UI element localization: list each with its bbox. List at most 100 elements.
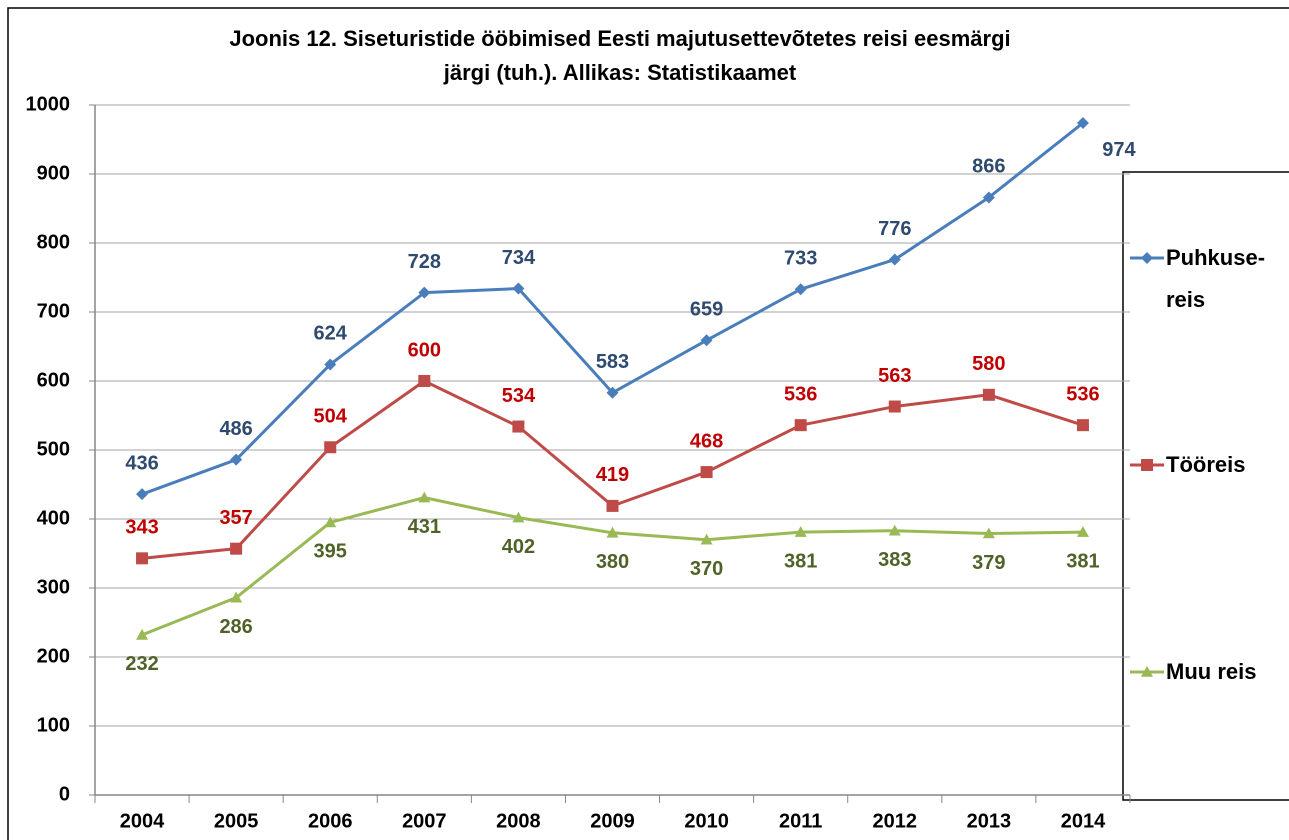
legend-swatch [1130, 666, 1164, 677]
marker [324, 358, 337, 371]
data-label: 383 [878, 549, 911, 571]
y-tick-label: 200 [37, 645, 70, 667]
marker [1076, 526, 1089, 537]
marker [606, 499, 619, 512]
x-tick-label: 2006 [308, 810, 353, 832]
x-tick-label: 2014 [1061, 810, 1106, 832]
marker [1076, 419, 1089, 432]
marker [794, 526, 807, 537]
data-label: 534 [502, 385, 536, 407]
legend-swatch [1130, 459, 1164, 471]
data-label: 600 [408, 339, 441, 361]
legend-label: Muu reis [1166, 659, 1257, 684]
y-tick-label: 900 [37, 162, 70, 184]
marker [794, 283, 807, 296]
marker [606, 526, 619, 538]
marker [606, 386, 619, 399]
data-label: 402 [502, 536, 535, 558]
data-label: 286 [219, 616, 252, 638]
data-label: 468 [690, 430, 723, 452]
frame [7, 7, 1289, 840]
marker [512, 511, 525, 523]
legend-box [1122, 171, 1289, 801]
y-tick-label: 1000 [26, 93, 71, 115]
x-tick-label: 2004 [120, 810, 165, 832]
marker [1141, 666, 1153, 677]
x-tick-label: 2012 [873, 810, 918, 832]
data-label: 659 [690, 299, 723, 321]
data-label: 624 [314, 323, 348, 345]
x-tick-label: 2005 [214, 810, 259, 832]
marker [700, 466, 713, 479]
marker [982, 191, 995, 204]
marker [230, 453, 243, 466]
data-label: 370 [690, 558, 723, 580]
x-tick-label: 2010 [684, 810, 729, 832]
data-label: 866 [972, 156, 1005, 178]
data-label: 776 [878, 218, 911, 240]
x-tick-label: 2009 [590, 810, 635, 832]
data-label: 536 [784, 383, 817, 405]
data-label: 381 [1066, 550, 1099, 572]
marker [512, 282, 525, 295]
marker [700, 533, 713, 545]
marker [982, 527, 995, 539]
marker [324, 516, 337, 528]
chart-title: Joonis 12. Siseturistide ööbimised Eesti… [229, 26, 1011, 85]
legend-item: Muu reis [1128, 651, 1256, 693]
marker [1141, 252, 1153, 264]
marker [136, 628, 149, 640]
y-tick-label: 0 [59, 783, 70, 805]
y-tick-label: 300 [37, 576, 70, 598]
marker [888, 400, 901, 413]
marker [982, 388, 995, 401]
marker [1076, 116, 1089, 129]
data-label: 734 [502, 247, 536, 269]
data-label: 728 [408, 251, 441, 273]
y-tick-label: 600 [37, 369, 70, 391]
marker [888, 524, 901, 536]
marker [888, 253, 901, 266]
x-tick-label: 2011 [779, 810, 822, 832]
data-label: 486 [219, 418, 252, 440]
legend-label: Puhkuse-reis [1166, 245, 1266, 312]
series-line [141, 121, 1084, 496]
x-tick-label: 2013 [967, 810, 1012, 832]
data-label: 381 [784, 550, 817, 572]
data-label: 504 [314, 406, 348, 428]
marker [794, 419, 807, 432]
y-tick-label: 400 [37, 507, 70, 529]
marker [136, 488, 149, 501]
data-label: 583 [596, 351, 629, 373]
legend-swatch [1130, 252, 1164, 264]
marker [700, 334, 713, 347]
data-label: 580 [972, 353, 1005, 375]
marker [418, 491, 431, 503]
data-label: 379 [972, 552, 1005, 574]
y-tick-label: 700 [37, 300, 70, 322]
y-tick-label: 100 [37, 714, 70, 736]
marker [230, 591, 243, 603]
marker [1141, 459, 1153, 471]
data-label: 431 [408, 516, 441, 538]
data-label: 395 [314, 541, 347, 563]
legend-item: Tööreis [1128, 444, 1245, 486]
legend-label: Tööreis [1166, 452, 1246, 477]
data-label: 343 [125, 517, 158, 539]
y-tick-label: 800 [37, 231, 70, 253]
y-tick-label: 500 [37, 438, 70, 460]
data-label: 357 [219, 507, 252, 529]
data-label: 232 [125, 653, 158, 675]
data-label: 536 [1066, 383, 1099, 405]
data-label: 563 [878, 365, 911, 387]
data-label: 380 [596, 551, 629, 573]
marker [512, 420, 525, 433]
data-label: 436 [125, 452, 158, 474]
marker [136, 552, 149, 565]
data-label: 733 [784, 248, 817, 270]
data-label: 974 [1102, 139, 1136, 161]
marker [418, 286, 431, 299]
x-tick-label: 2008 [496, 810, 541, 832]
